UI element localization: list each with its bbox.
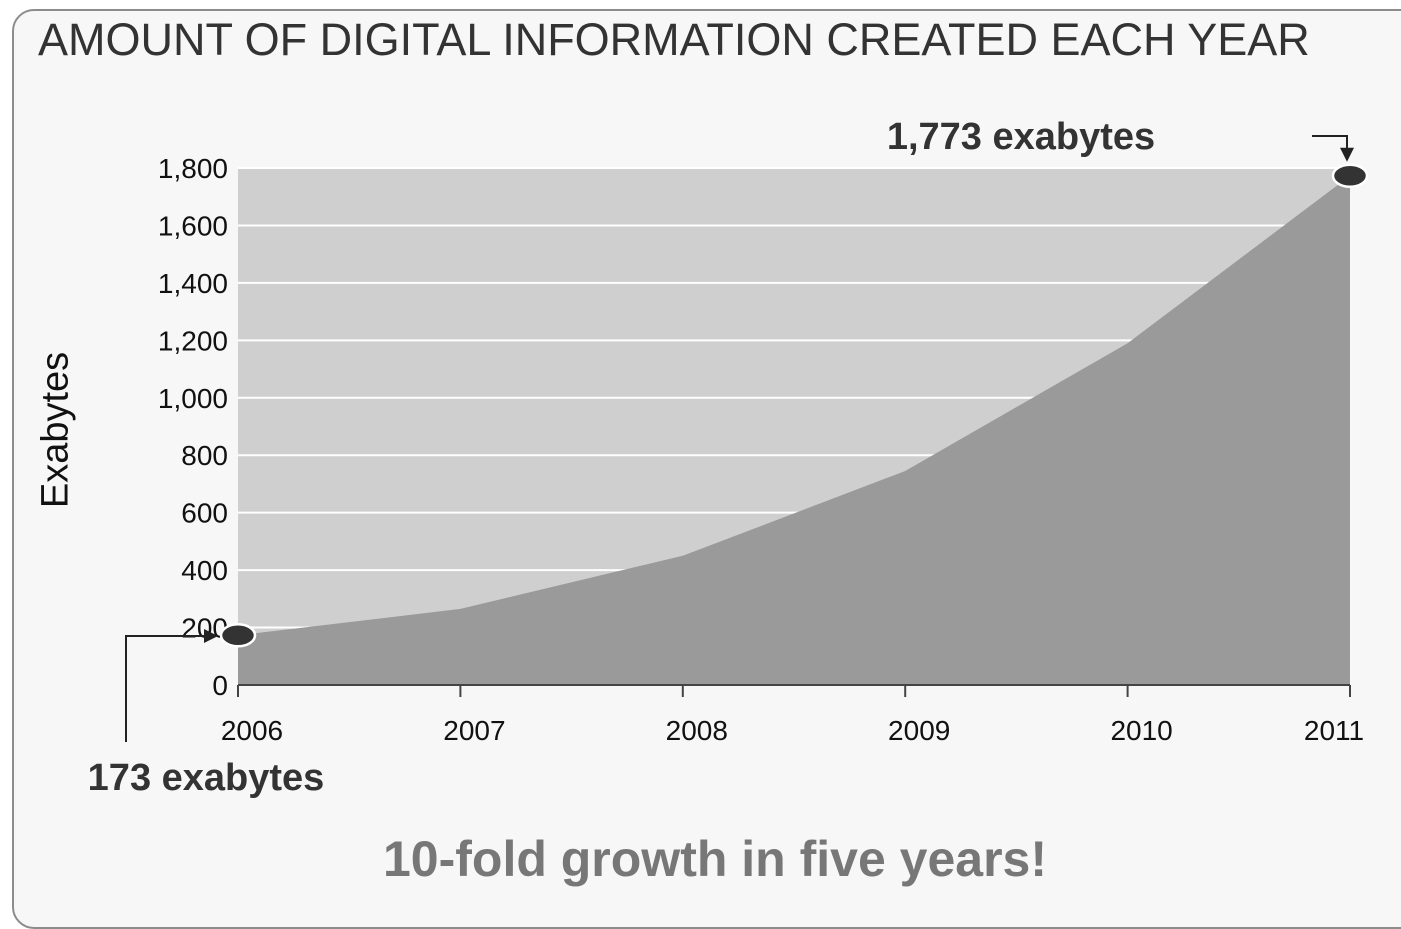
data-point-marker bbox=[1331, 163, 1369, 189]
y-tick-label: 1,800 bbox=[158, 153, 228, 184]
area-series bbox=[238, 175, 1350, 685]
x-tick-label: 2009 bbox=[888, 715, 950, 746]
annotation-arrowhead-start bbox=[204, 629, 218, 643]
chart-title: AMOUNT OF DIGITAL INFORMATION CREATED EA… bbox=[38, 14, 1310, 65]
y-tick-label: 1,000 bbox=[158, 383, 228, 414]
x-tick-label: 2011 bbox=[1304, 715, 1364, 746]
y-tick-label: 400 bbox=[181, 555, 228, 586]
y-tick-label: 1,200 bbox=[158, 325, 228, 356]
annotation-start-label: 173 exabytes bbox=[88, 757, 325, 799]
annotation-end-label: 1,773 exabytes bbox=[887, 116, 1155, 158]
y-tick-label: 1,600 bbox=[158, 210, 228, 241]
annotation-arrow-end bbox=[1312, 135, 1348, 158]
growth-tagline: 10-fold growth in five years! bbox=[382, 831, 1047, 887]
x-tick-label: 2006 bbox=[221, 715, 283, 746]
annotation-arrowhead-end bbox=[1340, 147, 1354, 162]
y-tick-label: 1,400 bbox=[158, 268, 228, 299]
area-chart: 02004006008001,0001,2001,4001,6001,80020… bbox=[88, 116, 1369, 799]
y-tick-label: 600 bbox=[181, 498, 228, 529]
x-tick-label: 2010 bbox=[1110, 715, 1172, 746]
annotation-arrow-start bbox=[125, 635, 216, 742]
x-tick-label: 2008 bbox=[666, 715, 728, 746]
x-tick-label: 2007 bbox=[443, 715, 505, 746]
y-tick-label: 0 bbox=[212, 670, 228, 701]
y-tick-label: 800 bbox=[181, 440, 228, 471]
data-point-marker bbox=[219, 623, 257, 648]
